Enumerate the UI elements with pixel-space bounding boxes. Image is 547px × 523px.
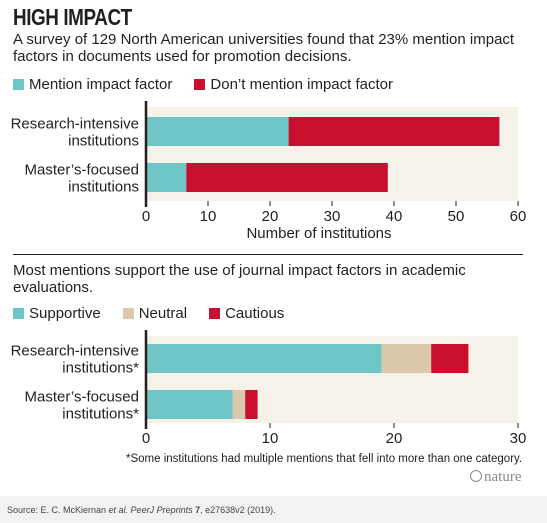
legend-label-neutral: Neutral	[138, 305, 188, 322]
category-label-line: institutions	[68, 133, 139, 150]
legend-label-cautious: Cautious	[225, 305, 285, 322]
logo-text: nature	[484, 469, 522, 485]
legend-item-neutral: Neutral	[122, 305, 188, 322]
chart-subtitle-2: Most mentions support the use of journal…	[13, 262, 466, 296]
bar-0-1	[381, 344, 432, 373]
category-label-0: Research-intensive institutions*	[11, 343, 140, 377]
category-label-0: Research-intensive institutions	[11, 116, 139, 150]
legend-label-supportive: Supportive	[29, 305, 101, 322]
legend-label-dont-mention: Don’t mention impact factor	[210, 76, 393, 93]
legend-item-cautious: Cautious	[209, 305, 284, 322]
x-tick-label: 60	[510, 208, 527, 225]
section-divider	[13, 254, 523, 255]
legend-item-dont-mention: Don’t mention impact factor	[194, 76, 393, 93]
legend-bottom: Supportive Neutral Cautious	[13, 305, 306, 322]
legend-swatch-neutral	[122, 308, 134, 319]
bar-1-0	[146, 390, 233, 419]
category-label-line: institutions*	[62, 406, 139, 423]
bar-1-1	[232, 390, 246, 419]
x-tick-label: 30	[510, 430, 527, 447]
x-axis-label: Number of institutions	[246, 225, 391, 242]
category-label-1: Master’s-focused institutions	[25, 162, 140, 196]
x-tick-label: 30	[324, 208, 341, 225]
legend-top: Mention impact factor Don’t mention impa…	[13, 76, 415, 93]
category-label-line: Master’s-focused	[25, 162, 140, 179]
legend-swatch-mention	[13, 79, 24, 90]
legend-item-supportive: Supportive	[13, 305, 101, 322]
category-label-line: Research-intensive	[11, 343, 139, 360]
x-tick-label: 0	[142, 430, 150, 447]
x-tick-label: 10	[200, 208, 217, 225]
legend-item-mention: Mention impact factor	[13, 76, 172, 93]
chart-top: Research-intensive institutionsMaster’s-f…	[11, 101, 527, 242]
source-volume: 7	[192, 505, 201, 515]
source-italic: et al. PeerJ Preprints	[108, 505, 193, 515]
x-tick-label: 0	[142, 208, 150, 225]
category-label-line: Research-intensive	[11, 116, 139, 133]
category-label-line: Master’s-focused	[25, 389, 140, 406]
bar-0-0	[146, 117, 289, 146]
bar-1-0	[146, 163, 187, 192]
bar-0-0	[146, 344, 382, 373]
source-suffix: , e27638v2 (2019).	[200, 505, 276, 515]
bar-0-1	[288, 117, 500, 146]
logo-mark-icon	[470, 470, 482, 482]
x-tick-label: 20	[386, 430, 403, 447]
category-label-line: institutions	[68, 179, 139, 196]
chart-bottom: Research-intensive institutions*Master’s-…	[11, 330, 527, 447]
chart-subtitle: A survey of 129 North American universit…	[13, 31, 515, 65]
chart-title: HIGH IMPACT	[13, 4, 132, 30]
x-tick-label: 50	[448, 208, 465, 225]
source-band	[0, 496, 547, 523]
footnote: *Some institutions had multiple mentions…	[126, 453, 523, 465]
source-line: Source: E. C. McKiernan et al. PeerJ Pre…	[7, 505, 276, 515]
category-label-1: Master’s-focused institutions*	[25, 389, 140, 423]
x-tick-label: 20	[262, 208, 279, 225]
bar-1-2	[245, 390, 258, 419]
legend-label-mention: Mention impact factor	[29, 76, 173, 93]
nature-logo: nature	[470, 469, 521, 486]
bar-0-2	[431, 344, 469, 373]
legend-swatch-supportive	[13, 308, 24, 319]
bar-1-1	[186, 163, 388, 192]
category-label-line: institutions*	[62, 360, 139, 377]
legend-swatch-dont-mention	[194, 79, 206, 90]
source-prefix: Source: E. C. McKiernan	[7, 505, 109, 515]
x-tick-label: 10	[262, 430, 279, 447]
x-tick-label: 40	[386, 208, 403, 225]
legend-swatch-cautious	[209, 308, 221, 319]
